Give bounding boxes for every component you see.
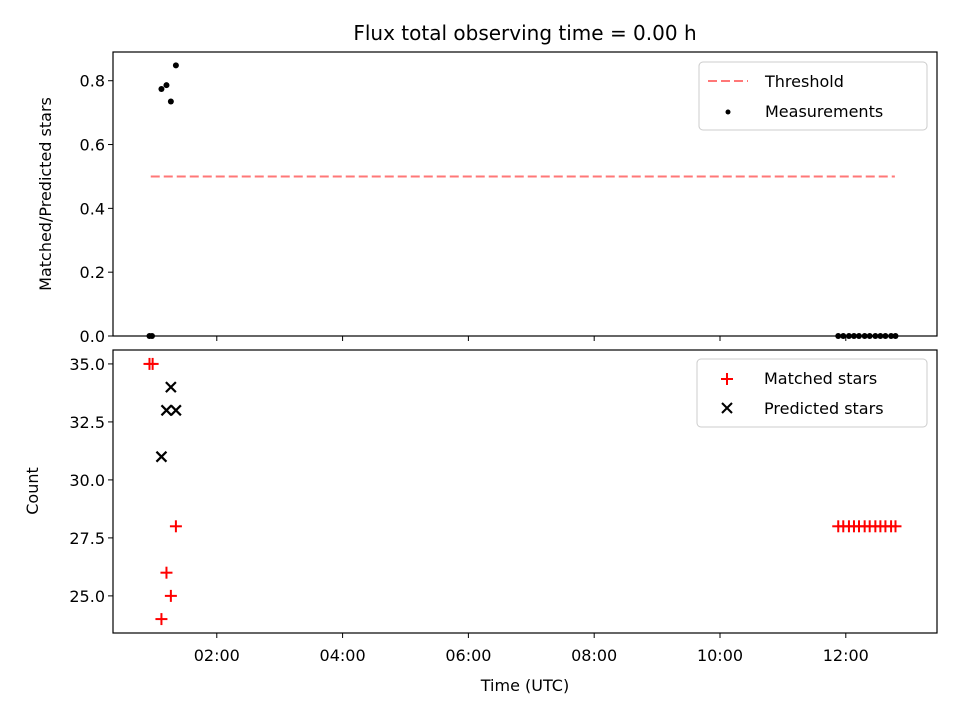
xtick-label: 10:00: [697, 646, 743, 665]
ytick-label: 0.2: [80, 263, 105, 282]
matched-star-point: [889, 520, 902, 533]
ytick-label: 27.5: [69, 529, 105, 548]
xtick-label: 04:00: [320, 646, 366, 665]
xtick-label: 02:00: [194, 646, 240, 665]
predicted-star-point: [170, 404, 182, 417]
ytick-label: 0.6: [80, 136, 105, 155]
measurement-point: [172, 62, 179, 69]
ytick-label: 25.0: [69, 587, 105, 606]
x-axis-label: Time (UTC): [480, 676, 569, 695]
bottom-legend: Matched stars Predicted stars: [696, 358, 928, 428]
legend-threshold-label: Threshold: [764, 72, 844, 91]
predicted-star-point: [165, 381, 177, 393]
top-legend: Threshold Measurements: [698, 61, 928, 131]
bottom-panel-frame: [112, 349, 938, 634]
measurement-point: [167, 98, 174, 105]
matched-star-point: [169, 520, 182, 533]
legend-predicted-label: Predicted stars: [764, 399, 884, 418]
measurement-point: [158, 86, 165, 93]
ytick-label: 32.5: [69, 413, 105, 432]
matched-star-point: [164, 589, 177, 602]
ytick-label: 0.0: [80, 327, 105, 346]
matched-star-point: [160, 566, 173, 579]
measurement-point: [163, 82, 170, 89]
bottom-panel-ylabel: Count: [23, 467, 42, 515]
legend-measurements-marker: [725, 109, 731, 115]
matched-star-point: [155, 613, 168, 626]
matched-star-point: [146, 357, 159, 370]
legend-matched-marker: [721, 373, 733, 385]
predicted-star-point: [155, 450, 168, 463]
ytick-label: 30.0: [69, 471, 105, 490]
top-panel-ylabel: Matched/Predicted stars: [36, 97, 55, 291]
top-panel: 0.00.20.40.60.8 Matched/Predicted stars …: [36, 51, 938, 346]
chart-title: Flux total observing time = 0.00 h: [353, 21, 696, 45]
predicted-star-point: [160, 404, 173, 417]
top-panel-frame: [112, 51, 938, 337]
top-legend-box: [698, 61, 928, 131]
legend-predicted-marker: [721, 402, 733, 414]
xtick-label: 12:00: [823, 646, 869, 665]
legend-measurements-label: Measurements: [765, 102, 883, 121]
legend-matched-label: Matched stars: [764, 369, 877, 388]
bottom-legend-box: [696, 358, 928, 428]
ytick-label: 0.4: [80, 199, 105, 218]
bottom-panel: 25.0 27.5 30.0 32.5 35.0 02:00 04:00 06:00 08:0…: [23, 349, 938, 695]
ytick-label: 0.8: [80, 72, 105, 91]
xtick-label: 08:00: [571, 646, 617, 665]
ytick-label: 35.0: [69, 355, 105, 374]
xtick-label: 06:00: [445, 646, 491, 665]
